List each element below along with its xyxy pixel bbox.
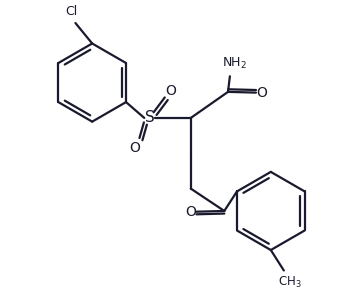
Text: NH$_2$: NH$_2$ <box>222 56 247 72</box>
Text: CH$_3$: CH$_3$ <box>278 275 301 291</box>
Text: O: O <box>256 86 267 100</box>
Text: O: O <box>185 205 196 219</box>
Text: O: O <box>129 141 140 155</box>
Text: O: O <box>166 84 176 98</box>
Text: S: S <box>145 110 155 126</box>
Text: Cl: Cl <box>66 5 78 18</box>
